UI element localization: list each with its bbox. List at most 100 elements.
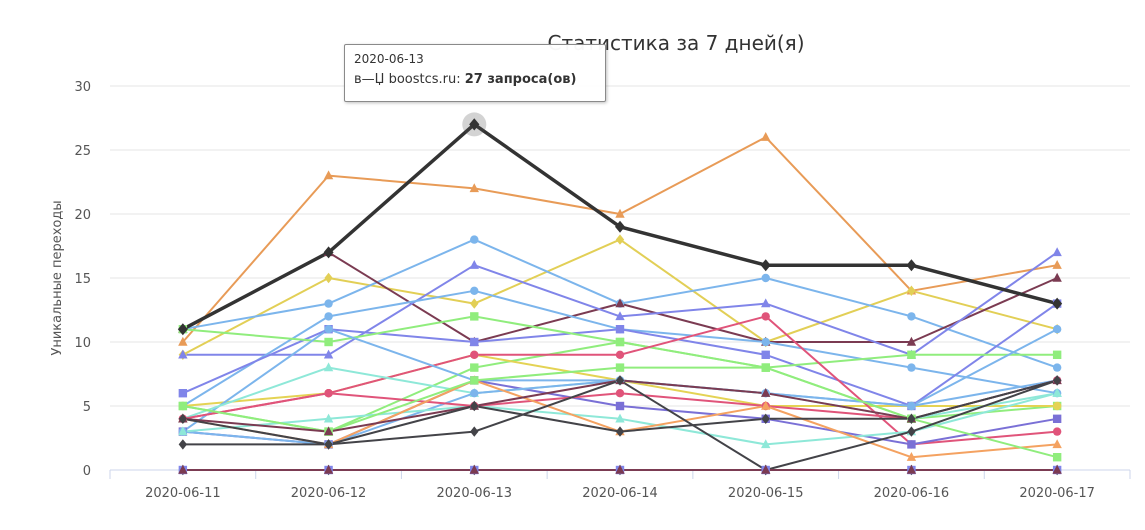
axes: 0 5 10 15 20 25 30 2020-06-11 2020-06-12 2020-06-… [74, 80, 1131, 501]
data-point [1052, 297, 1063, 310]
data-point [615, 311, 625, 321]
data-point [324, 272, 333, 284]
y-tick-label: 5 [83, 400, 91, 415]
data-point [907, 350, 916, 359]
data-point [470, 426, 479, 437]
data-point [178, 439, 188, 450]
data-point [470, 235, 479, 244]
data-point [323, 413, 334, 423]
data-point [761, 439, 771, 449]
data-point [178, 464, 188, 474]
series-line [182, 289, 1058, 407]
data-point [761, 298, 771, 308]
data-point [470, 376, 479, 385]
data-point [323, 170, 334, 180]
data-point [615, 375, 625, 386]
data-point [615, 337, 625, 347]
data-point [906, 452, 917, 461]
data-point [1052, 272, 1062, 282]
data-point [177, 323, 188, 336]
data-point [469, 118, 480, 131]
data-point [469, 183, 479, 193]
x-tick-label: 2020-06-13 [437, 486, 513, 501]
data-point [615, 298, 625, 308]
data-point [615, 208, 625, 218]
data-point [323, 246, 334, 259]
x-tick-label: 2020-06-17 [1019, 486, 1095, 501]
data-point [178, 413, 188, 424]
data-point [615, 389, 625, 398]
data-point [907, 440, 916, 449]
data-point [470, 389, 479, 398]
x-tick-label: 2020-06-15 [728, 486, 804, 501]
data-point [615, 350, 625, 359]
data-point [323, 464, 334, 474]
data-point [760, 259, 771, 272]
data-point [907, 426, 916, 437]
series-markers [177, 112, 1063, 476]
data-point [470, 337, 479, 347]
y-tick-label: 30 [74, 80, 91, 95]
data-point [470, 286, 479, 295]
data-point [907, 401, 916, 411]
tooltip-series-label: в—Џ boostcs.ru: [354, 72, 465, 87]
data-point [615, 234, 625, 245]
x-tick-label: 2020-06-11 [145, 486, 221, 501]
data-point [761, 400, 771, 410]
data-point [469, 260, 479, 269]
data-point [1052, 439, 1062, 449]
tooltip-value: 27 запроса(ов) [464, 72, 577, 87]
data-point [470, 312, 479, 321]
data-point [615, 363, 625, 372]
data-point [906, 464, 917, 474]
data-point [615, 426, 625, 437]
data-point [615, 220, 625, 233]
data-point [1052, 325, 1062, 334]
data-point [761, 413, 770, 424]
data-point [323, 349, 334, 359]
chart-tooltip: 2020-06-13 в—Џ boostcs.ru: 27 запроса(ов… [344, 44, 606, 102]
x-tick-label: 2020-06-12 [291, 486, 367, 501]
y-tick-label: 20 [74, 208, 91, 223]
data-point [761, 273, 770, 283]
data-point [615, 464, 625, 474]
data-point [906, 259, 917, 272]
data-point [469, 464, 479, 474]
data-point [1052, 401, 1062, 411]
data-point [1052, 388, 1062, 397]
data-point [1052, 453, 1062, 462]
data-point [1052, 375, 1062, 386]
data-point [761, 388, 771, 397]
tooltip-row: в—Џ boostcs.ru: 27 запроса(ов) [354, 70, 596, 90]
data-point [323, 362, 334, 372]
data-point [907, 413, 916, 424]
data-point [470, 363, 479, 372]
data-point [178, 389, 188, 398]
data-point [1052, 260, 1062, 269]
y-axis-label: Уникальные переходы [50, 200, 65, 355]
data-point [324, 337, 333, 347]
data-point [761, 132, 771, 141]
data-point [907, 312, 916, 321]
data-point [178, 336, 188, 346]
data-point [907, 285, 916, 296]
data-point [761, 350, 770, 359]
data-point [1052, 363, 1062, 372]
data-point [761, 363, 770, 372]
data-point [761, 312, 770, 321]
data-point [1052, 247, 1062, 257]
data-point [1052, 464, 1062, 474]
series-line [182, 238, 1058, 356]
data-point [324, 389, 333, 398]
data-point [324, 312, 333, 321]
y-tick-label: 10 [74, 336, 91, 351]
y-tick-label: 0 [83, 464, 91, 479]
data-point [178, 401, 188, 411]
tooltip-date: 2020-06-13 [354, 52, 424, 66]
series-line [182, 379, 1058, 420]
data-point [761, 337, 770, 347]
data-point [615, 413, 625, 423]
data-point [1052, 350, 1062, 359]
data-point [470, 350, 479, 359]
